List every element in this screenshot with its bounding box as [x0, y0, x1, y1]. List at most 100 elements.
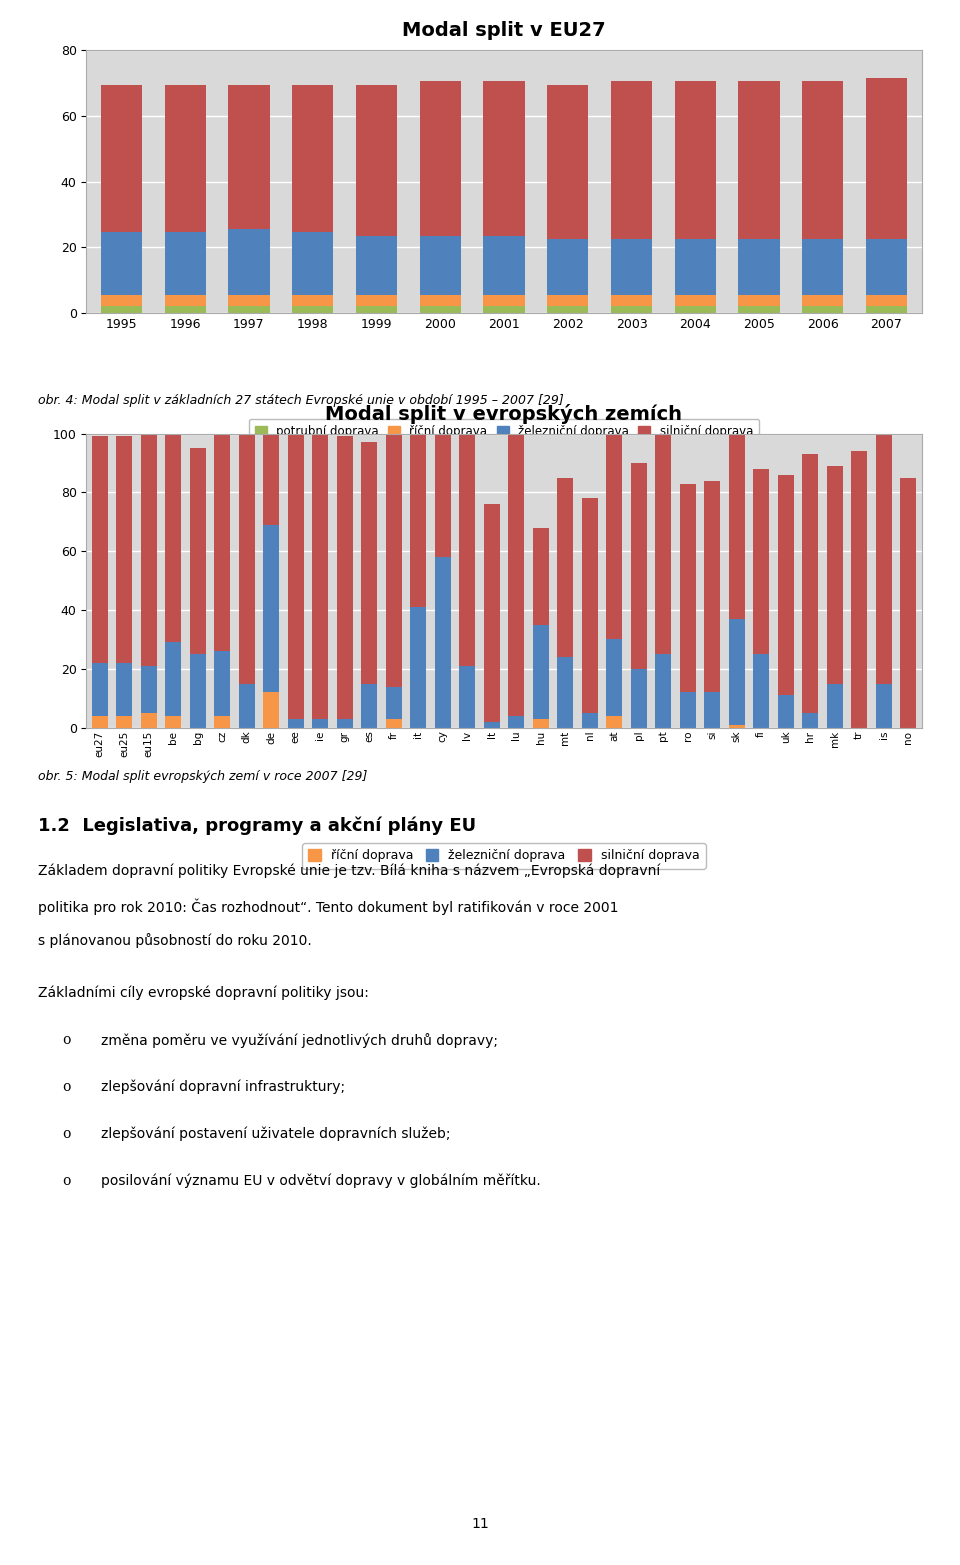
Text: o: o — [62, 1033, 71, 1047]
Bar — [420, 294, 461, 307]
Bar — [239, 684, 254, 728]
Bar — [410, 607, 426, 728]
Bar — [484, 504, 500, 721]
Bar — [866, 239, 907, 294]
Bar — [827, 684, 843, 728]
Bar — [228, 85, 270, 228]
Bar — [386, 687, 401, 718]
Bar — [827, 466, 843, 684]
Bar — [190, 654, 205, 728]
Bar — [164, 294, 206, 307]
Bar — [802, 239, 844, 294]
Bar — [420, 236, 461, 294]
Bar — [92, 715, 108, 728]
Bar — [483, 307, 525, 313]
Bar — [165, 434, 181, 642]
Bar — [312, 718, 328, 728]
Bar — [312, 434, 328, 718]
Bar — [92, 664, 108, 715]
Bar — [656, 421, 671, 654]
Bar — [483, 294, 525, 307]
Bar — [675, 294, 716, 307]
Bar — [802, 81, 844, 239]
Bar — [214, 651, 230, 715]
Text: s plánovanou působností do roku 2010.: s plánovanou působností do roku 2010. — [38, 933, 312, 948]
Bar — [435, 557, 451, 728]
Bar — [141, 714, 156, 728]
Bar — [386, 718, 401, 728]
Title: Modal split v evropských zemích: Modal split v evropských zemích — [325, 404, 683, 424]
Bar — [675, 239, 716, 294]
Bar — [356, 236, 397, 294]
Bar — [582, 714, 598, 728]
Bar — [484, 721, 500, 728]
Bar — [754, 654, 769, 728]
Text: zlepšování postavení uživatele dopravních služeb;: zlepšování postavení uživatele dopravníc… — [101, 1127, 450, 1141]
Bar — [190, 448, 205, 654]
Text: obr. 4: Modal split v základních 27 státech Evropské unie v období 1995 – 2007 [: obr. 4: Modal split v základních 27 stát… — [38, 394, 564, 407]
Bar — [754, 470, 769, 654]
Bar — [483, 81, 525, 236]
Bar — [680, 692, 696, 728]
Bar — [420, 81, 461, 236]
Bar — [508, 715, 524, 728]
Bar — [547, 307, 588, 313]
Bar — [738, 294, 780, 307]
Text: politika pro rok 2010: Čas rozhodnout“. Tento dokument byl ratifikován v roce 20: politika pro rok 2010: Čas rozhodnout“. … — [38, 898, 619, 916]
Bar — [214, 430, 230, 651]
Text: o: o — [62, 1127, 71, 1141]
Bar — [356, 307, 397, 313]
Bar — [547, 85, 588, 239]
Bar — [508, 421, 524, 715]
Bar — [611, 81, 652, 239]
Bar — [705, 480, 720, 692]
Bar — [288, 718, 303, 728]
Bar — [410, 313, 426, 607]
Bar — [101, 294, 142, 307]
Bar — [803, 454, 818, 714]
Bar — [292, 294, 333, 307]
Bar — [738, 239, 780, 294]
Bar — [738, 307, 780, 313]
Bar — [611, 294, 652, 307]
Text: posilování významu EU v odvětví dopravy v globálním měřítku.: posilování významu EU v odvětví dopravy … — [101, 1174, 540, 1188]
Text: změna poměru ve využívání jednotlivých druhů dopravy;: změna poměru ve využívání jednotlivých d… — [101, 1033, 498, 1049]
Bar — [533, 718, 549, 728]
Legend: potrubní doprava, říční doprava, železniční doprava, silniční doprava: potrubní doprava, říční doprava, železni… — [249, 419, 759, 444]
Bar — [386, 427, 401, 687]
Text: o: o — [62, 1174, 71, 1188]
Bar — [607, 640, 622, 715]
Bar — [611, 239, 652, 294]
Bar — [866, 294, 907, 307]
Bar — [165, 642, 181, 715]
Bar — [557, 477, 573, 657]
Bar — [803, 714, 818, 728]
Bar — [420, 307, 461, 313]
Bar — [729, 725, 745, 728]
Bar — [228, 294, 270, 307]
Bar — [116, 664, 132, 715]
Bar — [533, 527, 549, 624]
Text: o: o — [62, 1080, 71, 1094]
Bar — [164, 307, 206, 313]
Bar — [876, 390, 892, 684]
Bar — [582, 498, 598, 714]
Bar — [101, 307, 142, 313]
Bar — [214, 715, 230, 728]
Bar — [288, 427, 303, 718]
Bar — [116, 715, 132, 728]
Bar — [607, 363, 622, 640]
Bar — [557, 657, 573, 728]
Bar — [92, 437, 108, 664]
Bar — [263, 333, 279, 524]
Bar — [866, 307, 907, 313]
Bar — [101, 85, 142, 233]
Text: obr. 5: Modal split evropských zemí v roce 2007 [29]: obr. 5: Modal split evropských zemí v ro… — [38, 770, 368, 782]
Text: 11: 11 — [471, 1516, 489, 1531]
Bar — [802, 294, 844, 307]
Bar — [738, 81, 780, 239]
Bar — [483, 236, 525, 294]
Bar — [141, 667, 156, 714]
Bar — [459, 667, 475, 728]
Legend: říční doprava, železniční doprava, silniční doprava: říční doprava, železniční doprava, silni… — [302, 844, 706, 869]
